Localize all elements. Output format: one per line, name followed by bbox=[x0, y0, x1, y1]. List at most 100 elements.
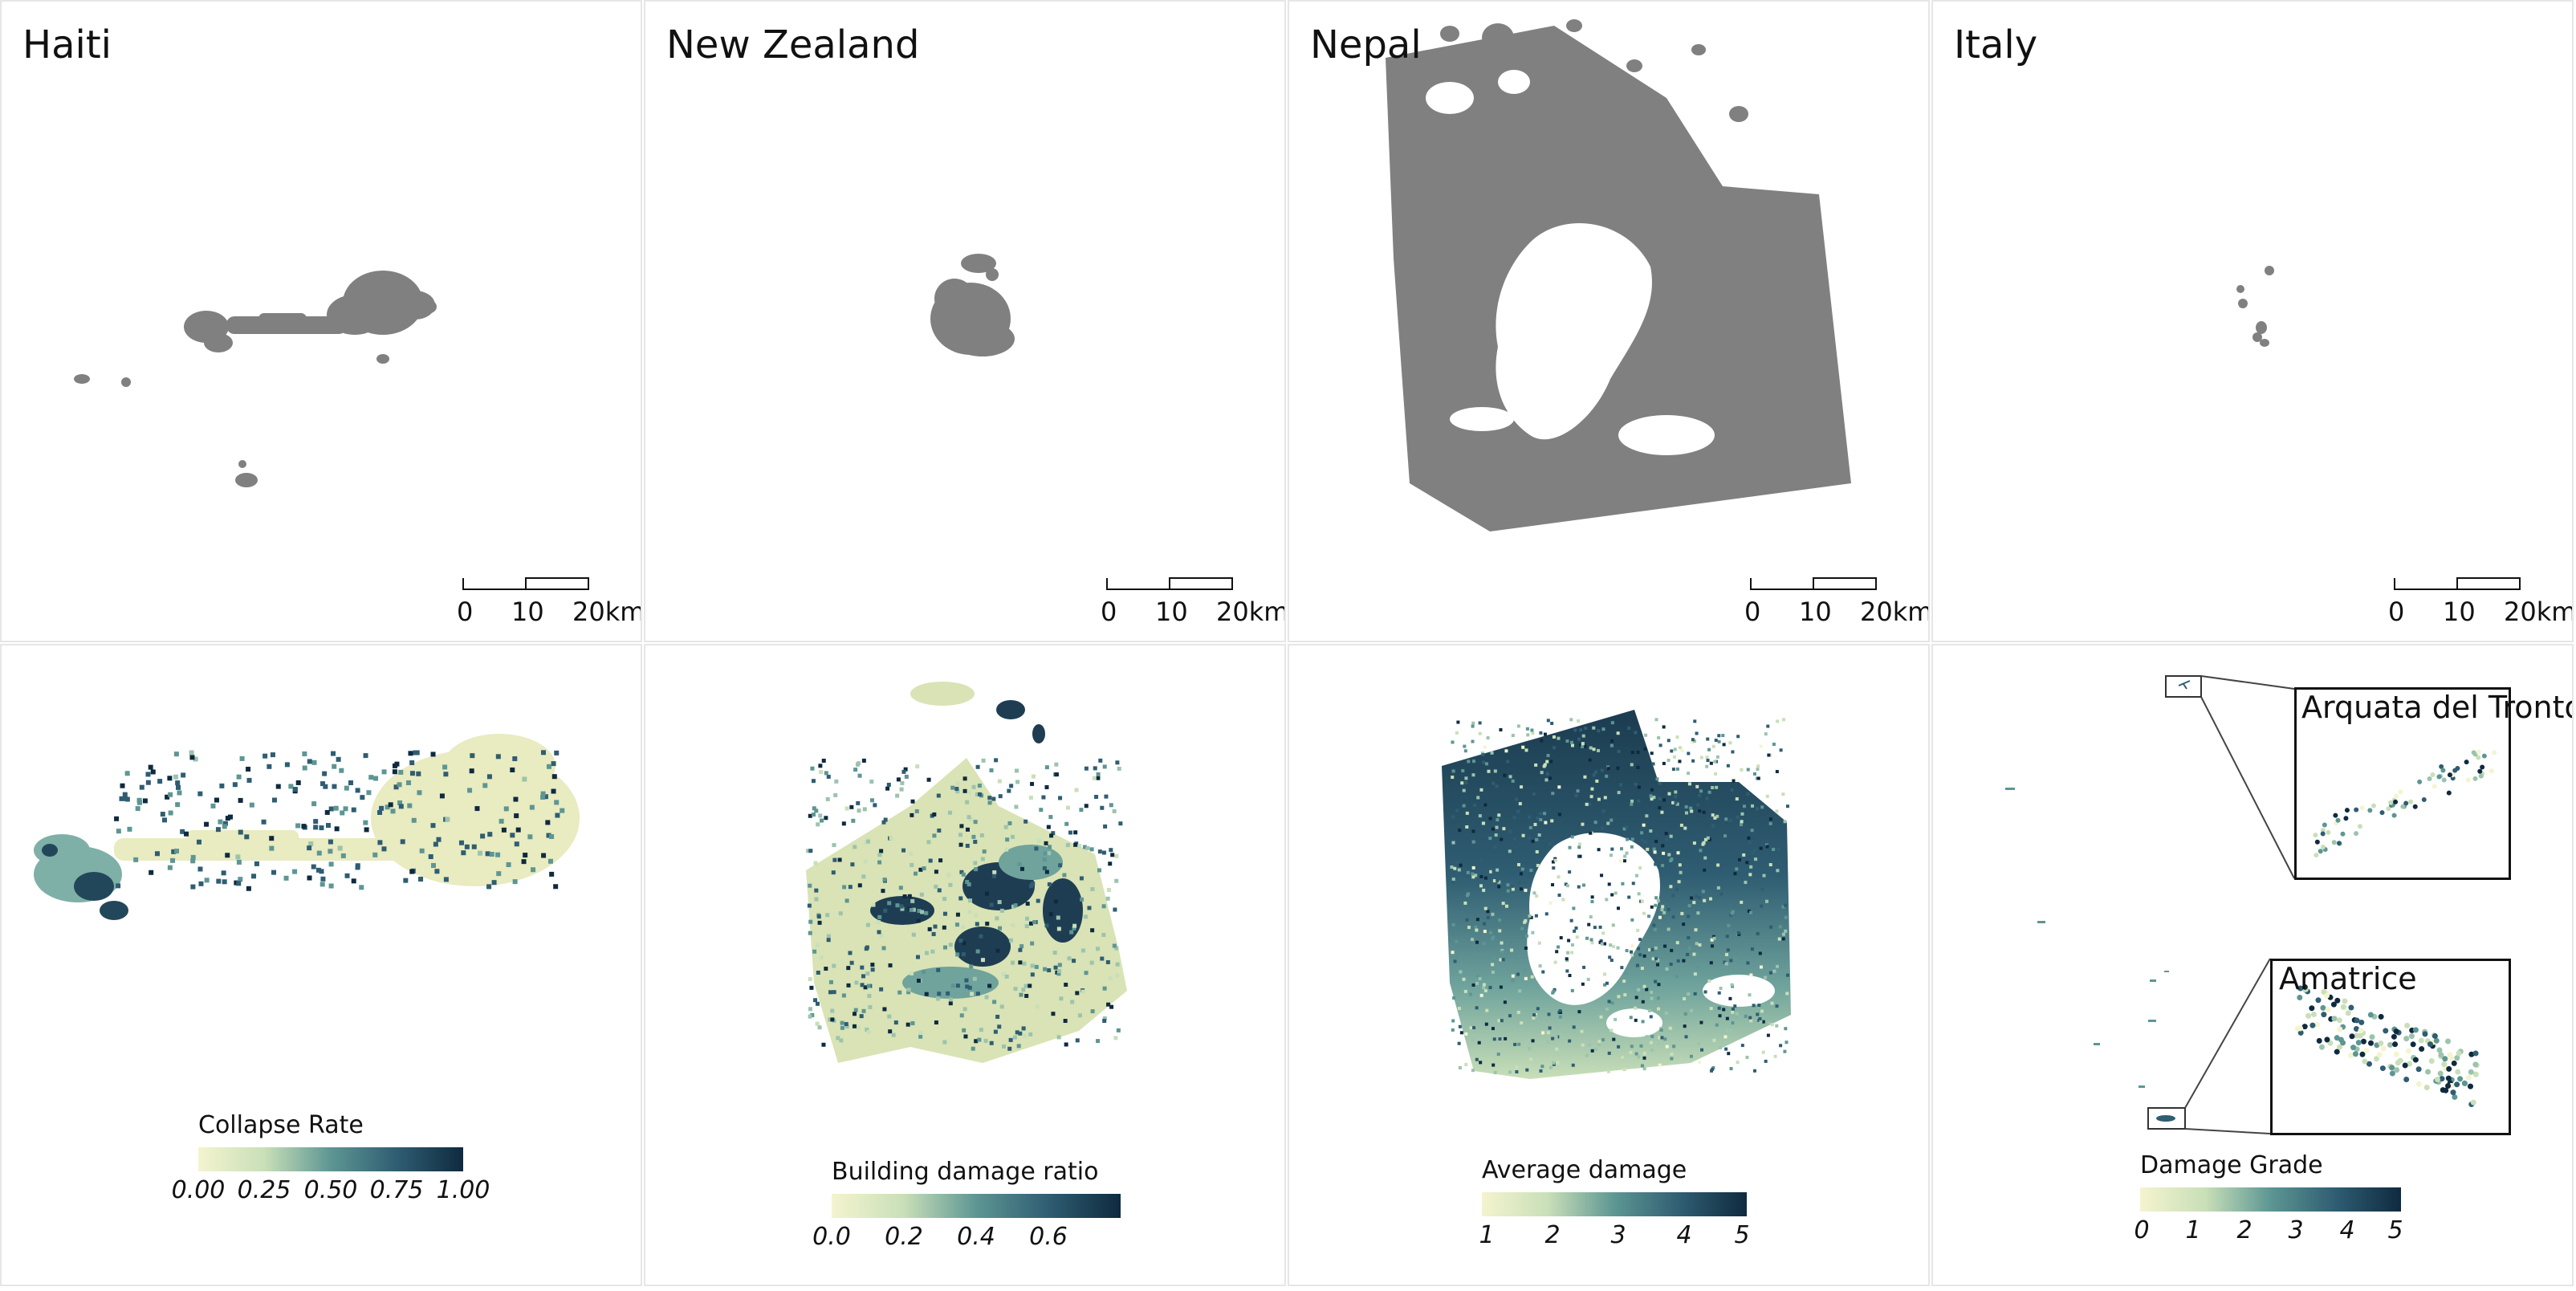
texture-dot bbox=[236, 881, 242, 886]
texture-dot bbox=[197, 791, 203, 796]
texture-dot bbox=[418, 876, 424, 882]
texture-dot bbox=[1483, 906, 1487, 910]
building-point bbox=[2439, 1076, 2445, 1082]
texture-dot bbox=[926, 840, 931, 845]
texture-dot bbox=[1109, 803, 1113, 808]
texture-dot bbox=[903, 767, 908, 772]
texture-dot bbox=[522, 776, 527, 782]
texture-dot bbox=[852, 1024, 857, 1028]
texture-dot bbox=[139, 784, 144, 790]
texture-dot bbox=[1660, 908, 1664, 912]
texture-dot bbox=[1776, 869, 1780, 873]
texture-dot bbox=[546, 833, 551, 838]
texture-dot bbox=[844, 898, 849, 903]
texture-dot bbox=[975, 764, 980, 769]
texture-dot bbox=[1098, 758, 1103, 763]
texture-dot bbox=[443, 877, 449, 882]
texture-dot bbox=[1693, 972, 1697, 976]
texture-dot bbox=[149, 869, 154, 875]
texture-dot bbox=[1032, 920, 1037, 925]
texture-dot bbox=[1727, 923, 1731, 927]
texture-dot bbox=[1703, 856, 1707, 860]
texture-dot bbox=[1511, 974, 1515, 978]
texture-dot bbox=[1781, 932, 1785, 936]
texture-dot bbox=[1703, 868, 1707, 872]
texture-dot bbox=[1660, 810, 1664, 814]
texture-dot bbox=[1537, 941, 1541, 945]
texture-dot bbox=[1488, 817, 1492, 821]
texture-dot bbox=[1570, 835, 1574, 839]
texture-dot bbox=[1115, 962, 1120, 967]
texture-dot bbox=[955, 789, 960, 794]
texture-dot bbox=[541, 853, 547, 858]
texture-dot bbox=[385, 804, 390, 810]
texture-dot bbox=[204, 878, 210, 883]
texture-dot bbox=[1634, 1018, 1638, 1022]
texture-dot bbox=[1527, 874, 1531, 878]
texture-dot bbox=[1634, 782, 1638, 786]
texture-dot bbox=[1451, 878, 1455, 882]
texture-dot bbox=[1684, 1035, 1688, 1039]
texture-dot bbox=[1471, 1038, 1475, 1042]
texture-dot bbox=[1056, 915, 1060, 920]
building-point bbox=[2419, 1046, 2425, 1053]
texture-dot bbox=[1662, 761, 1666, 765]
texture-dot bbox=[962, 1007, 967, 1012]
texture-dot bbox=[1492, 1037, 1496, 1041]
texture-dot bbox=[344, 873, 350, 878]
texture-dot bbox=[936, 996, 941, 1001]
texture-dot bbox=[355, 788, 360, 793]
texture-dot bbox=[1687, 992, 1691, 996]
texture-dot bbox=[1691, 741, 1695, 745]
texture-dot bbox=[344, 785, 349, 791]
texture-dot bbox=[808, 977, 812, 982]
texture-dot bbox=[1666, 739, 1671, 743]
building-point bbox=[2470, 1099, 2476, 1106]
texture-dot bbox=[1731, 750, 1735, 754]
texture-dot bbox=[1785, 804, 1789, 808]
building-point bbox=[2436, 774, 2442, 780]
texture-dot bbox=[1570, 740, 1574, 744]
texture-dot bbox=[1785, 992, 1789, 996]
texture-dot bbox=[1661, 905, 1665, 909]
texture-dot bbox=[1645, 1035, 1649, 1039]
texture-dot bbox=[503, 806, 509, 812]
tick-label: 0.00 bbox=[171, 1176, 226, 1204]
building-point bbox=[2315, 997, 2322, 1004]
texture-dot bbox=[1498, 1037, 1502, 1041]
texture-dot bbox=[813, 998, 818, 1003]
texture-dot bbox=[853, 1012, 857, 1016]
texture-dot bbox=[313, 819, 319, 825]
texture-dot bbox=[1671, 915, 1675, 919]
texture-dot bbox=[1652, 796, 1656, 800]
texture-dot bbox=[1711, 786, 1715, 790]
texture-dot bbox=[1583, 744, 1587, 748]
texture-dot bbox=[1508, 1014, 1512, 1018]
texture-dot bbox=[865, 1027, 869, 1032]
texture-dot bbox=[458, 840, 464, 845]
texture-dot bbox=[1491, 963, 1495, 967]
building-point bbox=[2476, 755, 2481, 760]
texture-dot bbox=[1107, 887, 1112, 892]
texture-dot bbox=[1114, 853, 1119, 858]
texture-dot bbox=[1635, 963, 1639, 967]
texture-dot bbox=[1778, 925, 1782, 929]
texture-dot bbox=[1568, 1039, 1572, 1043]
texture-dot bbox=[899, 787, 904, 792]
texture-dot bbox=[1670, 1057, 1674, 1061]
texture-dot bbox=[1573, 728, 1577, 732]
texture-dot bbox=[1489, 931, 1493, 935]
texture-dot bbox=[1005, 837, 1010, 842]
scale-tick-20km: 20km bbox=[572, 597, 642, 626]
texture-dot bbox=[366, 790, 372, 796]
building-point bbox=[2349, 1033, 2355, 1040]
texture-dot bbox=[937, 888, 942, 893]
texture-dot bbox=[513, 796, 519, 802]
building-point bbox=[2342, 998, 2348, 1004]
building-point bbox=[2445, 1075, 2452, 1081]
texture-dot bbox=[1096, 947, 1101, 951]
building-point bbox=[2333, 812, 2338, 818]
texture-dot bbox=[1491, 956, 1496, 960]
texture-dot bbox=[1654, 979, 1658, 984]
texture-dot bbox=[820, 818, 824, 823]
